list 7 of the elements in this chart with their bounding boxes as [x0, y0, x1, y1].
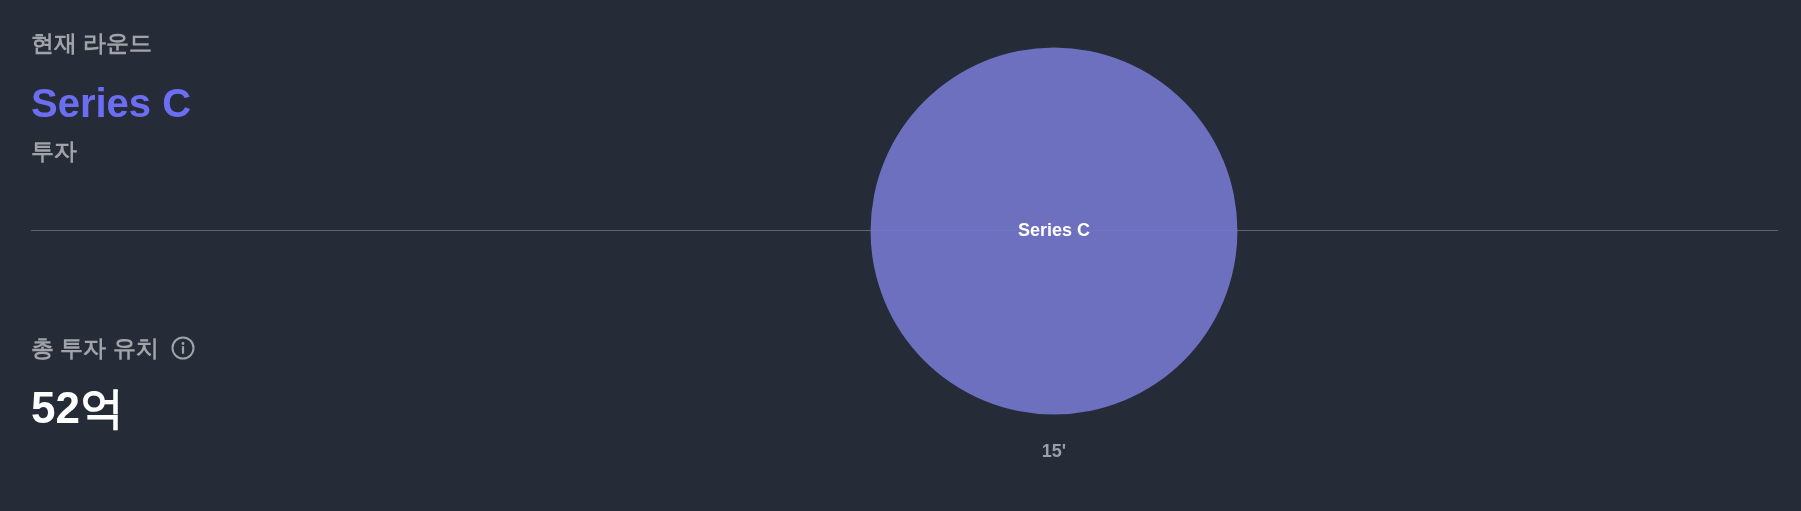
slice-label: Series C: [1017, 219, 1091, 240]
text: 52억: [31, 383, 124, 432]
text: 총 투자 유치: [31, 334, 159, 361]
text: 15': [1041, 440, 1067, 461]
text: 투자: [31, 138, 77, 164]
text: Series C: [31, 81, 192, 125]
text: 현재 라운드: [31, 30, 153, 56]
